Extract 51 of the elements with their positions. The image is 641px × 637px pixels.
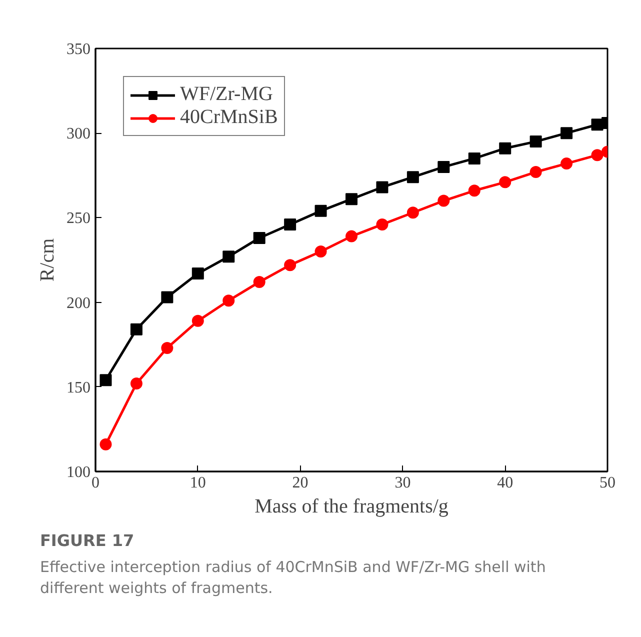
x-tick-label: 20 xyxy=(292,474,308,492)
point xyxy=(560,127,573,140)
y-axis-title: R/cm xyxy=(36,238,58,282)
point xyxy=(130,323,142,336)
point xyxy=(130,378,142,390)
point xyxy=(530,166,542,178)
y-tick-label: 250 xyxy=(66,210,90,228)
point xyxy=(591,149,604,162)
point xyxy=(468,152,480,164)
point xyxy=(314,246,327,258)
y-tick-label: 100 xyxy=(66,464,90,481)
text: Effective interception radius of 40CrMnSiB and WF/Zr-MG shell with different weights of fragments. xyxy=(40,556,547,600)
point xyxy=(314,204,327,217)
point xyxy=(376,181,388,194)
x-axis-title: Mass of the fragments/g xyxy=(254,496,448,518)
y-tick-label: 350 xyxy=(66,41,90,58)
point xyxy=(222,250,235,263)
point xyxy=(406,171,419,184)
point xyxy=(406,206,419,219)
point xyxy=(284,259,296,272)
point xyxy=(346,230,358,242)
point xyxy=(346,193,358,206)
y-tick-label: 300 xyxy=(66,126,90,143)
point xyxy=(192,314,204,327)
point xyxy=(438,160,450,173)
x-tick-label: 0 xyxy=(92,474,100,492)
point xyxy=(253,276,266,288)
point xyxy=(253,232,266,244)
legend-label: WF/Zr-MG xyxy=(180,83,273,106)
x-tick-label: 40 xyxy=(497,474,514,492)
point xyxy=(468,184,480,197)
point xyxy=(560,158,573,170)
caption: FIGURE 17 xyxy=(40,530,136,552)
x-tick-label: 30 xyxy=(394,474,411,492)
point xyxy=(161,291,174,304)
point xyxy=(222,294,235,307)
y-tick-label: 150 xyxy=(66,379,90,396)
point xyxy=(438,194,450,207)
x-tick-label: 50 xyxy=(600,474,616,492)
point xyxy=(100,438,112,450)
point xyxy=(499,176,512,188)
point xyxy=(192,268,204,280)
point xyxy=(100,374,112,386)
y-tick-label: 200 xyxy=(66,294,90,312)
legend-label: 40CrMnSiB xyxy=(180,106,278,129)
point xyxy=(284,218,296,230)
point xyxy=(376,218,388,230)
point xyxy=(499,142,512,154)
point xyxy=(161,342,174,354)
point xyxy=(530,136,542,148)
x-tick-label: 10 xyxy=(190,474,206,492)
